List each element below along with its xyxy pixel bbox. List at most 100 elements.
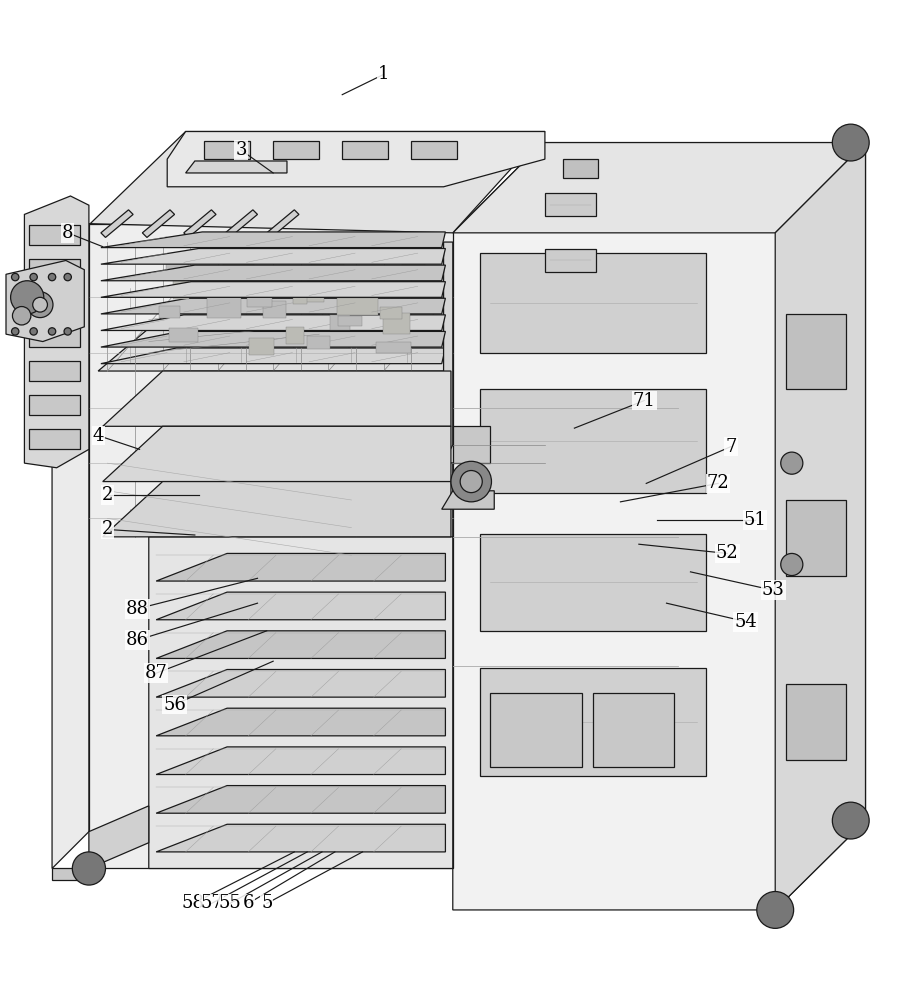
- Bar: [212, 273, 241, 285]
- Bar: [480, 668, 706, 776]
- Polygon shape: [52, 868, 89, 880]
- Bar: [243, 272, 281, 287]
- Text: 57: 57: [201, 894, 223, 912]
- Bar: [309, 266, 322, 282]
- Text: 71: 71: [633, 392, 656, 410]
- Bar: [308, 336, 330, 349]
- Text: 3: 3: [235, 141, 247, 159]
- Bar: [286, 327, 304, 344]
- Polygon shape: [453, 143, 866, 233]
- Circle shape: [30, 328, 37, 335]
- Polygon shape: [89, 806, 149, 868]
- Circle shape: [757, 892, 794, 928]
- Circle shape: [781, 553, 803, 576]
- Bar: [411, 141, 457, 159]
- Bar: [786, 314, 846, 389]
- Bar: [213, 274, 250, 289]
- Polygon shape: [52, 132, 545, 260]
- Bar: [207, 297, 240, 318]
- Text: 54: 54: [735, 613, 757, 631]
- Circle shape: [11, 273, 18, 281]
- Polygon shape: [167, 132, 545, 187]
- Circle shape: [32, 297, 47, 312]
- Polygon shape: [149, 463, 453, 868]
- Bar: [29, 259, 79, 279]
- Polygon shape: [442, 491, 494, 509]
- Bar: [383, 313, 410, 334]
- Polygon shape: [101, 348, 445, 364]
- Bar: [310, 252, 345, 268]
- Bar: [480, 534, 706, 631]
- Text: 58: 58: [181, 894, 204, 912]
- Bar: [262, 301, 286, 318]
- Circle shape: [11, 328, 18, 335]
- Circle shape: [12, 307, 30, 325]
- Circle shape: [833, 124, 869, 161]
- Bar: [29, 429, 79, 449]
- Bar: [480, 389, 706, 493]
- Text: 2: 2: [102, 520, 113, 538]
- Circle shape: [460, 471, 482, 493]
- Bar: [342, 141, 388, 159]
- Polygon shape: [142, 210, 175, 237]
- Bar: [169, 328, 198, 342]
- Circle shape: [64, 273, 71, 281]
- Polygon shape: [149, 463, 453, 537]
- Polygon shape: [156, 708, 445, 736]
- Text: 53: 53: [762, 581, 784, 599]
- Polygon shape: [184, 210, 216, 237]
- Circle shape: [781, 452, 803, 474]
- Polygon shape: [101, 249, 445, 264]
- Circle shape: [833, 802, 869, 839]
- Text: 87: 87: [145, 664, 167, 682]
- Bar: [301, 290, 324, 302]
- Bar: [337, 298, 378, 315]
- Bar: [376, 342, 410, 353]
- Bar: [249, 338, 274, 355]
- Polygon shape: [156, 670, 445, 697]
- Bar: [246, 249, 286, 263]
- Text: 52: 52: [716, 544, 738, 562]
- Text: 55: 55: [218, 894, 241, 912]
- Polygon shape: [101, 315, 445, 330]
- Bar: [380, 307, 402, 319]
- Circle shape: [451, 461, 492, 502]
- Bar: [480, 253, 706, 353]
- Text: 5: 5: [261, 894, 273, 912]
- Text: 1: 1: [378, 65, 389, 83]
- Polygon shape: [156, 786, 445, 813]
- Text: 7: 7: [725, 438, 736, 456]
- Text: 51: 51: [744, 511, 766, 529]
- Polygon shape: [89, 224, 453, 868]
- Circle shape: [64, 328, 71, 335]
- Polygon shape: [444, 242, 453, 463]
- Polygon shape: [775, 143, 866, 910]
- Bar: [247, 296, 273, 307]
- Polygon shape: [186, 161, 287, 173]
- Bar: [402, 261, 425, 269]
- Bar: [338, 316, 362, 326]
- Polygon shape: [101, 232, 445, 248]
- Bar: [159, 306, 180, 318]
- Circle shape: [72, 852, 105, 885]
- Polygon shape: [267, 210, 299, 237]
- Polygon shape: [453, 426, 490, 463]
- Polygon shape: [156, 631, 445, 658]
- Bar: [29, 327, 79, 347]
- Circle shape: [30, 273, 37, 281]
- Polygon shape: [103, 426, 451, 482]
- Polygon shape: [101, 210, 133, 237]
- Bar: [273, 279, 289, 288]
- Text: 72: 72: [707, 474, 729, 492]
- Polygon shape: [453, 143, 866, 910]
- Bar: [293, 283, 307, 304]
- Polygon shape: [101, 282, 445, 297]
- Bar: [593, 693, 674, 767]
- Bar: [545, 249, 596, 272]
- Polygon shape: [98, 297, 448, 371]
- Circle shape: [48, 328, 55, 335]
- Bar: [545, 193, 596, 216]
- Bar: [29, 293, 79, 313]
- Polygon shape: [24, 196, 89, 468]
- Circle shape: [48, 273, 55, 281]
